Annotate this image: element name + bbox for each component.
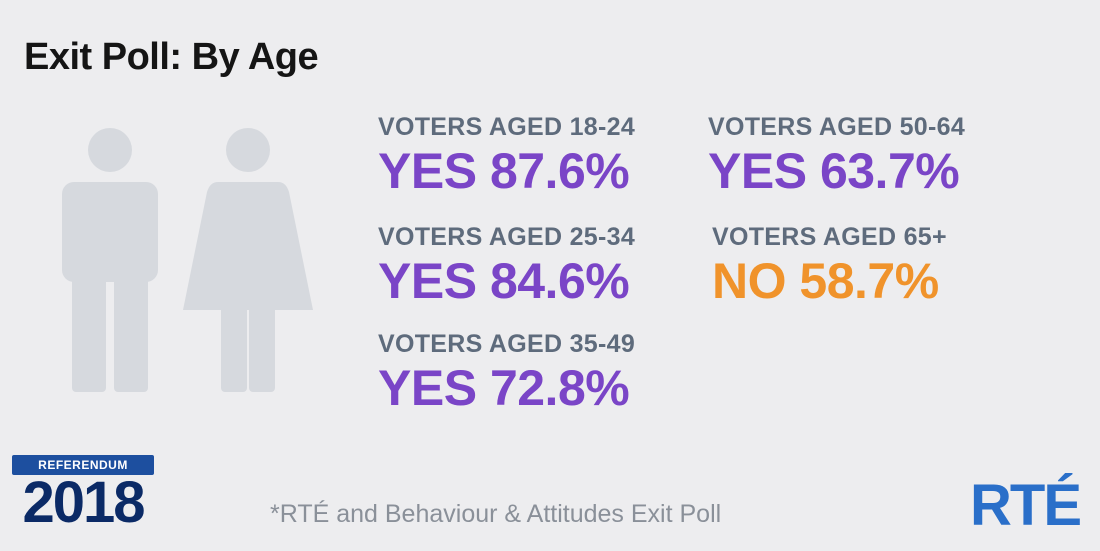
stat-label: VOTERS AGED 18-24 [378,113,636,141]
referendum-banner: REFERENDUM [12,455,154,475]
voter-figures [62,128,313,392]
stat-25-34: VOTERS AGED 25-34 YES 84.6% [378,223,635,306]
stat-value: YES 84.6% [378,253,630,309]
stat-value: YES 63.7% [708,143,960,199]
stat-value: YES 72.8% [378,360,630,416]
stat-35-49: VOTERS AGED 35-49 YES 72.8% [378,330,635,413]
man-icon [62,128,158,392]
stat-label: VOTERS AGED 25-34 [378,223,636,251]
stat-18-24: VOTERS AGED 18-24 YES 87.6% [378,113,635,196]
stat-65-plus: VOTERS AGED 65+ NO 58.7% [712,223,947,306]
stat-50-64: VOTERS AGED 50-64 YES 63.7% [708,113,965,196]
page-title: Exit Poll: By Age [24,36,319,78]
source-footnote: *RTÉ and Behaviour & Attitudes Exit Poll [270,500,722,528]
stat-label: VOTERS AGED 65+ [712,223,947,251]
stat-value: NO 58.7% [712,253,939,309]
stat-label: VOTERS AGED 35-49 [378,330,636,358]
stat-label: VOTERS AGED 50-64 [708,113,966,141]
rte-logo: RTÉ [970,473,1082,538]
referendum-year: 2018 [22,470,145,535]
woman-icon [183,128,313,392]
stat-value: YES 87.6% [378,143,630,199]
referendum-badge: REFERENDUM 2018 [12,455,154,535]
